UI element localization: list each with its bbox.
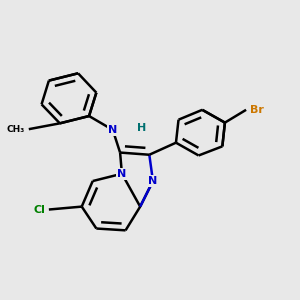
Text: H: H	[136, 123, 146, 133]
Text: Cl: Cl	[33, 205, 45, 214]
Text: Br: Br	[250, 105, 264, 115]
Text: N: N	[148, 176, 158, 186]
Text: CH₃: CH₃	[7, 125, 25, 134]
Text: N: N	[117, 169, 127, 179]
Text: N: N	[108, 125, 117, 135]
